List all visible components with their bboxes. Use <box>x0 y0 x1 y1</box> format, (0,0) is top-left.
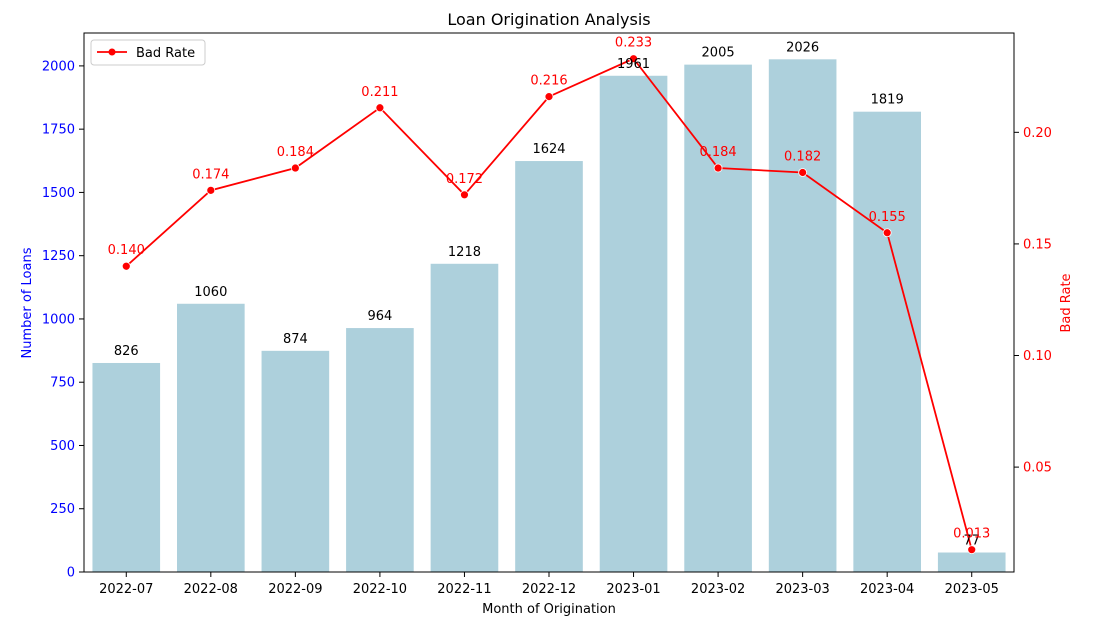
bad-rate-point-2022-11 <box>460 190 469 200</box>
x-tick-label-2022-10: 2022-10 <box>353 582 407 597</box>
x-tick-label-2022-12: 2022-12 <box>522 582 576 597</box>
y-tick-label-1000: 1000 <box>42 312 75 327</box>
bad-rate-point-2022-09 <box>290 163 300 173</box>
legend-marker-swatch <box>108 48 116 56</box>
x-tick-label-2022-07: 2022-07 <box>99 582 153 597</box>
bad-rate-point-2022-07 <box>121 261 131 271</box>
bad-rate-value-label-2022-09: 0.184 <box>277 145 314 160</box>
y-axis-title: Number of Loans <box>20 247 35 358</box>
x-tick-label-2023-05: 2023-05 <box>945 582 999 597</box>
x-tick-label-2022-11: 2022-11 <box>437 582 491 597</box>
x-axis-title: Month of Origination <box>482 602 616 617</box>
bar-value-label-2023-03: 2026 <box>786 40 819 55</box>
bar-2022-11 <box>430 263 499 572</box>
bad-rate-point-2022-12 <box>544 92 554 102</box>
y-tick-label-250: 250 <box>50 502 75 517</box>
y-tick-label-1750: 1750 <box>42 123 75 138</box>
bad-rate-value-label-2023-05: 0.013 <box>953 527 990 542</box>
bar-value-label-2022-08: 1060 <box>194 285 227 300</box>
bad-rate-value-label-2023-01: 0.233 <box>615 36 652 51</box>
y2-axis-title: Bad Rate <box>1059 273 1074 332</box>
y-tick-label-0: 0 <box>67 566 75 581</box>
bad-rate-value-label-2023-02: 0.184 <box>699 145 736 160</box>
bar-value-label-2023-05: 77 <box>963 534 980 549</box>
bar-2022-09 <box>261 350 330 572</box>
y-tick-label-1250: 1250 <box>42 249 75 264</box>
bar-value-label-2023-04: 1819 <box>871 93 904 108</box>
bar-2023-02 <box>684 64 752 572</box>
bar-value-label-2022-10: 964 <box>367 309 392 324</box>
bar-value-label-2023-02: 2005 <box>702 46 735 61</box>
y-tick-label-500: 500 <box>50 439 75 454</box>
y2-tick-label-3: 0.20 <box>1023 126 1052 141</box>
bar-2023-04 <box>853 111 921 572</box>
bad-rate-point-2022-10 <box>375 103 385 113</box>
y2-tick-label-0: 0.05 <box>1023 461 1052 476</box>
legend: Bad Rate <box>90 39 206 66</box>
bars-layer <box>92 59 1006 573</box>
bad-rate-value-label-2022-12: 0.216 <box>530 74 567 89</box>
bad-rate-value-label-2023-03: 0.182 <box>784 149 821 164</box>
bar-value-label-2023-01: 1961 <box>617 57 650 72</box>
y2-tick-label-2: 0.15 <box>1023 237 1052 252</box>
x-tick-label-2023-02: 2023-02 <box>691 582 745 597</box>
legend-label-bad-rate: Bad Rate <box>136 46 195 61</box>
bad-rate-value-label-2023-04: 0.155 <box>869 210 906 225</box>
bad-rate-point-2023-01 <box>629 54 638 64</box>
bar-value-label-2022-09: 874 <box>283 332 308 347</box>
y-tick-label-2000: 2000 <box>42 59 75 74</box>
bad-rate-point-2023-04 <box>882 228 892 238</box>
bar-2023-01 <box>599 75 668 573</box>
x-tick-label-2023-01: 2023-01 <box>606 582 660 597</box>
x-tick-label-2022-08: 2022-08 <box>184 582 238 597</box>
x-tick-label-2023-03: 2023-03 <box>775 582 829 597</box>
x-tick-label-2022-09: 2022-09 <box>268 582 322 597</box>
chart-title: Loan Origination Analysis <box>447 10 650 29</box>
bar-2022-12 <box>515 161 583 572</box>
axes-layer: 0 250 500 750 1000 1250 1500 1750 2000 0.05 0.10 0.… <box>42 32 1052 597</box>
x-tick-label-2023-04: 2023-04 <box>860 582 914 597</box>
legend-frame <box>90 39 206 66</box>
bad-rate-value-label-2022-11: 0.172 <box>446 172 483 187</box>
bar-2023-05 <box>937 552 1006 572</box>
bar-2022-07 <box>92 362 161 572</box>
bar-2022-08 <box>177 303 245 572</box>
y-tick-label-750: 750 <box>50 376 75 391</box>
bar-2023-03 <box>768 59 837 572</box>
bar-value-label-2022-11: 1218 <box>448 245 481 260</box>
bar-value-label-2022-12: 1624 <box>532 142 565 157</box>
bad-rate-point-2022-08 <box>206 185 216 195</box>
bad-rate-point-2023-02 <box>713 163 723 173</box>
bad-rate-value-label-2022-08: 0.174 <box>192 167 229 182</box>
bad-rate-value-label-2022-07: 0.140 <box>108 243 145 258</box>
bad-rate-point-2023-03 <box>798 168 808 177</box>
bad-rate-line-layer <box>121 54 977 555</box>
bar-value-label-2022-07: 826 <box>114 344 139 359</box>
y2-tick-label-1: 0.10 <box>1023 349 1052 364</box>
bad-rate-point-2023-05 <box>967 545 977 555</box>
y-tick-label-1500: 1500 <box>42 186 75 201</box>
bad-rate-value-label-2022-10: 0.211 <box>361 85 398 100</box>
bar-2022-10 <box>346 328 414 572</box>
